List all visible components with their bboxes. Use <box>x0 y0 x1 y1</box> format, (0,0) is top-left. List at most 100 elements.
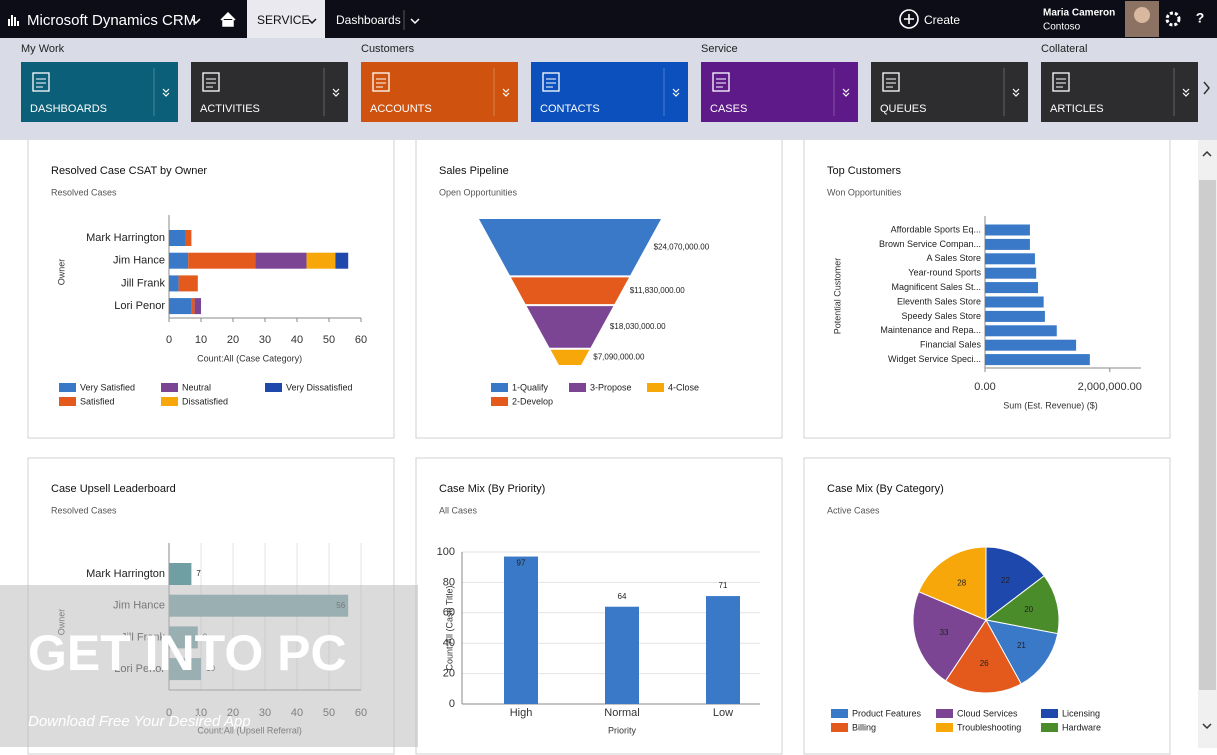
legend-swatch <box>831 723 848 732</box>
nav-tile-label[interactable]: ACTIVITIES <box>200 103 260 115</box>
x-tick-label: 2,000,000.00 <box>1078 381 1142 393</box>
nav-tile-icon <box>882 72 900 92</box>
user-name[interactable]: Maria Cameron <box>1043 8 1115 19</box>
x-tick-label: 60 <box>355 334 367 346</box>
legend-label: Product Features <box>852 708 922 718</box>
data-label: 7 <box>196 569 201 578</box>
scroll-thumb[interactable] <box>1199 180 1216 690</box>
data-label: $11,830,000.00 <box>630 286 686 295</box>
nav-tile[interactable] <box>531 62 688 122</box>
bar-segment <box>191 298 195 315</box>
y-tick-label: Mark Harrington <box>86 568 165 580</box>
data-label: 20 <box>1024 605 1033 614</box>
y-axis-title: Owner <box>56 259 66 286</box>
bar <box>985 339 1077 351</box>
nav-tile-label[interactable]: QUEUES <box>880 103 926 115</box>
legend-label: Troubleshooting <box>957 722 1021 732</box>
legend-swatch <box>491 397 508 406</box>
funnel-segment <box>510 277 630 305</box>
nav-tile-label[interactable]: CASES <box>710 103 747 115</box>
nav-scroll-arrow[interactable] <box>1203 81 1210 95</box>
nav-group-label: Service <box>701 43 738 55</box>
avatar-face <box>1134 7 1150 23</box>
data-label: 21 <box>1017 641 1026 650</box>
legend-swatch <box>265 383 282 392</box>
legend-swatch <box>1041 709 1058 718</box>
nav-tile-chevron[interactable] <box>502 88 510 97</box>
y-tick-label: 80 <box>443 576 455 588</box>
legend-swatch <box>647 383 664 392</box>
bar <box>169 563 192 585</box>
create-icon-plus <box>904 14 914 24</box>
nav-tile[interactable] <box>871 62 1028 122</box>
nav-tile-chevron[interactable] <box>1012 88 1020 97</box>
legend-swatch <box>936 723 953 732</box>
pie-slice <box>985 546 1045 622</box>
chevron[interactable] <box>410 18 420 25</box>
chart-title: Case Mix (By Priority) <box>439 483 545 495</box>
legend-label: Billing <box>852 722 876 732</box>
tab[interactable]: SERVICE <box>257 13 309 27</box>
x-tick-label: 20 <box>227 334 239 346</box>
x-axis-title: Count:All (Case Category) <box>197 353 302 363</box>
nav-tile-chevron[interactable] <box>1182 88 1190 97</box>
nav-tile-label[interactable]: ARTICLES <box>1050 103 1104 115</box>
legend-label: 1-Qualify <box>512 382 549 392</box>
nav-tile[interactable] <box>191 62 348 122</box>
help-icon[interactable]: ? <box>1196 10 1205 26</box>
nav-tile-icon-lines <box>886 78 896 88</box>
nav-tile[interactable] <box>21 62 178 122</box>
scroll-down[interactable] <box>1202 723 1212 730</box>
chart-title: Resolved Case CSAT by Owner <box>51 165 207 177</box>
y-tick-label: Widget Service Speci... <box>888 354 981 364</box>
nav-tile-chevron[interactable] <box>842 88 850 97</box>
tab[interactable]: Dashboards <box>336 13 401 27</box>
bar <box>985 325 1057 337</box>
active-tab-background <box>247 0 325 38</box>
nav-tile[interactable] <box>361 62 518 122</box>
x-tick-label: High <box>510 707 533 719</box>
chevron[interactable] <box>307 18 317 25</box>
nav-group-label: Customers <box>361 43 415 55</box>
logo-icon <box>8 15 19 26</box>
chart-subtitle: Won Opportunities <box>827 187 902 197</box>
nav-tile-icon-lines <box>206 78 216 88</box>
bar <box>706 596 740 704</box>
create-icon[interactable] <box>899 9 919 29</box>
bar <box>605 606 639 704</box>
scroll-up[interactable] <box>1202 150 1212 157</box>
nav-tile-label[interactable]: CONTACTS <box>540 103 600 115</box>
chart-card <box>27 119 395 439</box>
data-label: 33 <box>940 628 949 637</box>
legend-swatch <box>161 397 178 406</box>
nav-tile-label[interactable]: ACCOUNTS <box>370 103 432 115</box>
x-tick-label: 10 <box>195 334 207 346</box>
bar <box>985 296 1044 308</box>
nav-tile-label[interactable]: DASHBOARDS <box>30 103 107 115</box>
nav-tile-chevron[interactable] <box>332 88 340 97</box>
y-axis-title: Count:All (Case Title) <box>444 585 454 670</box>
top-bar-background <box>0 0 1217 38</box>
home-icon[interactable] <box>220 11 236 27</box>
settings-icon[interactable] <box>1165 11 1181 27</box>
nav-tile-chevron[interactable] <box>672 88 680 97</box>
legend-swatch <box>491 383 508 392</box>
nav-tile-icon-lines <box>36 78 46 88</box>
chart-subtitle: Resolved Cases <box>51 187 117 197</box>
nav-tile-icon-lines <box>1056 78 1066 88</box>
create-button[interactable]: Create <box>924 13 960 27</box>
bar <box>985 354 1090 366</box>
chart-subtitle: Resolved Cases <box>51 505 117 515</box>
nav-tile[interactable] <box>1041 62 1198 122</box>
nav-tile-chevron[interactable] <box>162 88 170 97</box>
app-name[interactable]: Microsoft Dynamics CRM <box>27 12 196 29</box>
nav-tile[interactable] <box>701 62 858 122</box>
y-tick-label: Speedy Sales Store <box>901 311 981 321</box>
legend-label: 3-Propose <box>590 382 632 392</box>
pie-slice <box>984 575 1060 635</box>
x-tick-label: Normal <box>604 707 639 719</box>
chevron[interactable] <box>191 18 201 25</box>
x-axis-title: Priority <box>608 725 637 735</box>
y-tick-label: Financial Sales <box>920 340 982 350</box>
bar <box>985 267 1037 279</box>
